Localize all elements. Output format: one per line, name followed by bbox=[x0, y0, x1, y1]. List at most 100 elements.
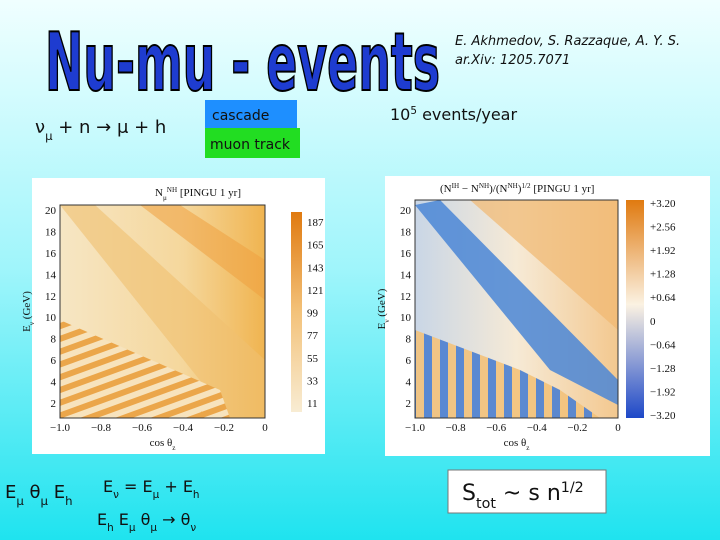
colorbar-label: +1.28 bbox=[650, 269, 676, 281]
formula-part: (GeV) bbox=[21, 291, 33, 322]
formula-part: E bbox=[5, 482, 16, 503]
x-tick-label: −0.6 bbox=[486, 422, 506, 434]
formula-part: → θ bbox=[157, 510, 190, 529]
colorbar-label: 187 bbox=[307, 217, 324, 229]
formula-part: μ bbox=[153, 489, 160, 501]
colorbar-label: −3.20 bbox=[650, 410, 676, 422]
colorbar-label: +1.92 bbox=[650, 245, 675, 257]
formula-part: )/(N bbox=[489, 183, 507, 195]
citation: E. Akhmedov, S. Razzaque, A. Y. S. bbox=[455, 34, 680, 49]
formula-part: μ bbox=[45, 129, 53, 143]
formula-part: ) bbox=[518, 183, 522, 195]
energy-sum: Eν = Eμ + Eh bbox=[103, 477, 200, 501]
y-tick-label: 16 bbox=[45, 248, 57, 260]
x-tick-label: −0.2 bbox=[214, 422, 234, 434]
formula-part: [PINGU 1 yr] bbox=[177, 187, 241, 199]
legend-label: cascade bbox=[212, 108, 269, 124]
formula-part: cos θ bbox=[150, 437, 173, 449]
x-tick-label: 0 bbox=[615, 422, 621, 434]
x-axis-label: cos θz bbox=[504, 437, 530, 452]
colorbar-label: +0.64 bbox=[650, 292, 676, 304]
y-tick-label: 6 bbox=[406, 355, 412, 367]
colorbar bbox=[626, 200, 644, 418]
x-tick-label: −1.0 bbox=[50, 422, 70, 434]
colorbar-label: 55 bbox=[307, 353, 319, 365]
y-tick-label: 4 bbox=[406, 377, 412, 389]
x-tick-label: −1.0 bbox=[405, 422, 425, 434]
formula-part: 10 bbox=[390, 105, 410, 124]
formula-part: μ bbox=[150, 522, 157, 534]
heatmap-band bbox=[415, 200, 618, 405]
y-tick-label: 12 bbox=[45, 291, 56, 303]
formula-part: (GeV) bbox=[376, 288, 388, 319]
formula-part: θ bbox=[24, 482, 41, 503]
formula-part: E bbox=[97, 510, 107, 529]
colorbar-label: −0.64 bbox=[650, 339, 676, 351]
formula-part: h bbox=[107, 522, 114, 534]
x-tick-label: −0.8 bbox=[446, 422, 466, 434]
formula-part: ~ s n bbox=[496, 481, 561, 506]
x-tick-label: −0.6 bbox=[132, 422, 152, 434]
y-tick-label: 18 bbox=[45, 226, 57, 238]
formula-part: tot bbox=[476, 496, 496, 512]
x-tick-label: −0.2 bbox=[567, 422, 587, 434]
formula-part: E bbox=[114, 510, 129, 529]
plot-frame bbox=[59, 204, 266, 419]
observables: Eμ θμ Eh bbox=[5, 482, 73, 508]
significance: Stot ~ s n1/2 bbox=[462, 480, 584, 512]
formula-part: 1/2 bbox=[561, 480, 584, 496]
formula-part: z bbox=[526, 444, 529, 452]
formula-part: E bbox=[21, 325, 33, 332]
y-tick-label: 14 bbox=[400, 269, 412, 281]
reaction: νμ + n → μ + h bbox=[35, 117, 166, 143]
formula-part: ν bbox=[113, 489, 119, 501]
legend-label: muon track bbox=[210, 137, 291, 153]
colorbar bbox=[291, 212, 302, 412]
formula-part: NH bbox=[507, 182, 517, 190]
y-tick-label: 4 bbox=[51, 377, 57, 389]
y-tick-label: 14 bbox=[45, 269, 57, 281]
formula-part: 1/2 bbox=[521, 182, 531, 190]
y-tick-label: 20 bbox=[45, 205, 57, 217]
formula-part: E bbox=[376, 322, 388, 329]
formula-part: cos θ bbox=[504, 437, 527, 449]
formula-part: NH bbox=[479, 182, 489, 190]
plot-frame bbox=[414, 199, 619, 419]
formula-part: h bbox=[193, 489, 200, 501]
colorbar-label: 0 bbox=[650, 316, 656, 328]
plot-title: (NIH − NNH)/(NNH)1/2 [PINGU 1 yr] bbox=[440, 182, 594, 195]
plot-title: NμNH [PINGU 1 yr] bbox=[155, 186, 241, 202]
formula-part: = E bbox=[119, 477, 153, 496]
x-axis-label: cos θz bbox=[150, 437, 176, 452]
formula-part: NH bbox=[167, 186, 177, 194]
muon-track-box bbox=[205, 128, 300, 158]
y-tick-label: 10 bbox=[400, 312, 412, 324]
y-tick-label: 18 bbox=[400, 226, 412, 238]
formula-part: μ bbox=[163, 194, 167, 202]
formula-part: μ bbox=[129, 522, 136, 534]
colorbar-label: 77 bbox=[307, 330, 319, 342]
citation: ar.Xiv: 1205.7071 bbox=[455, 53, 570, 68]
heatmap-band bbox=[60, 205, 265, 418]
colorbar-label: −1.28 bbox=[650, 363, 676, 375]
x-tick-label: −0.8 bbox=[91, 422, 111, 434]
formula-part: E bbox=[48, 482, 65, 503]
y-tick-label: 10 bbox=[45, 312, 57, 324]
significance-box bbox=[447, 469, 607, 514]
formula-part: h bbox=[65, 494, 72, 508]
reconstruction: Eh Eμ θμ → θν bbox=[97, 510, 196, 534]
formula-part: E bbox=[103, 477, 113, 496]
colorbar-label: 33 bbox=[307, 375, 319, 387]
colorbar-label: −1.92 bbox=[650, 386, 675, 398]
colorbar-label: 11 bbox=[307, 398, 318, 410]
colorbar-label: 99 bbox=[307, 308, 319, 320]
formula-part: μ bbox=[16, 494, 24, 508]
y-tick-label: 2 bbox=[406, 398, 412, 410]
y-tick-label: 12 bbox=[400, 291, 411, 303]
formula-part: + n → μ + h bbox=[53, 117, 167, 138]
formula-part: ν bbox=[190, 522, 196, 534]
formula-part: ν bbox=[35, 117, 45, 138]
formula-part: + E bbox=[159, 477, 193, 496]
